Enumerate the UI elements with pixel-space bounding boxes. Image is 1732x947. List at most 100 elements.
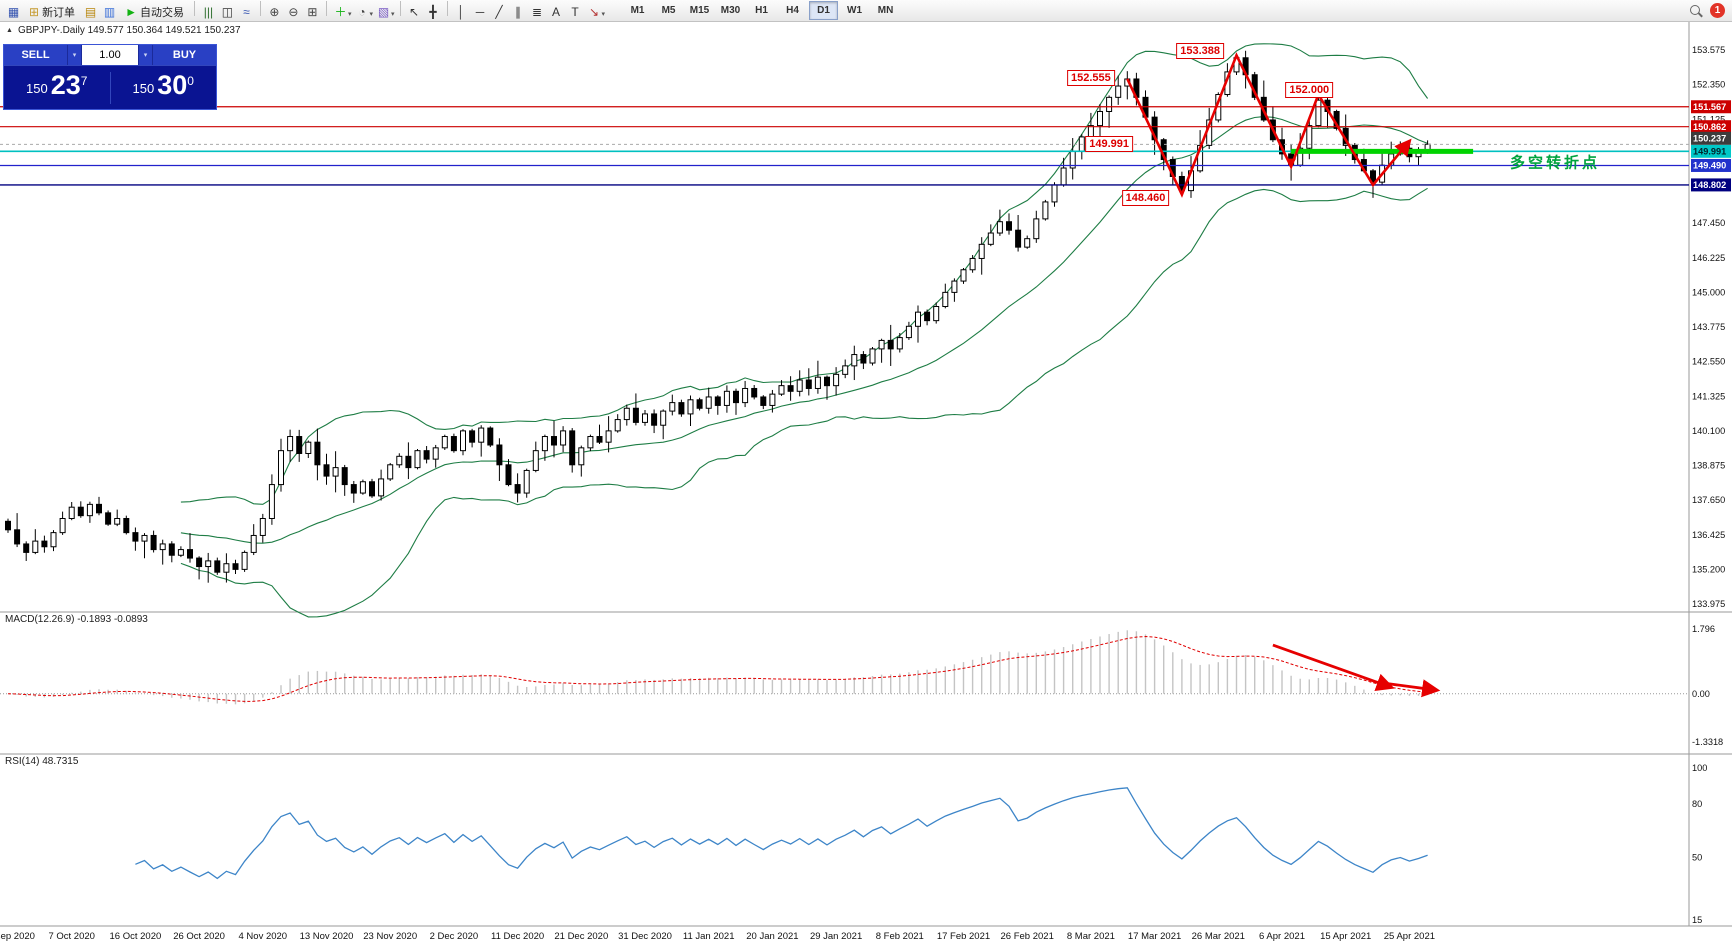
sell-button[interactable]: SELL: [4, 45, 67, 65]
timeframe-button-m1[interactable]: M1: [630, 5, 645, 16]
svg-text:8 Feb 2021: 8 Feb 2021: [876, 931, 924, 942]
sell-dropdown-caret[interactable]: ▾: [67, 45, 82, 65]
indicators-icon-caret[interactable]: ▾: [347, 10, 352, 18]
svg-text:2 Dec 2020: 2 Dec 2020: [430, 931, 479, 942]
svg-text:145.000: 145.000: [1692, 287, 1725, 297]
price-annotation-label[interactable]: 149.991: [1085, 135, 1133, 152]
svg-text:11 Jan 2021: 11 Jan 2021: [683, 931, 735, 942]
turning-point-note[interactable]: 多空转折点: [1509, 154, 1601, 172]
svg-text:29 Jan 2021: 29 Jan 2021: [810, 931, 862, 942]
timeframe-button-d1[interactable]: D1: [809, 1, 839, 20]
price-annotation-label[interactable]: 153.388: [1176, 42, 1224, 59]
label-icon[interactable]: T: [571, 4, 579, 19]
candlestick-chart-icon[interactable]: ◫: [221, 4, 234, 19]
auto-trading-button-icon: ►: [125, 4, 137, 19]
toolbar-right-group: 1: [1689, 3, 1728, 18]
svg-text:8 Mar 2021: 8 Mar 2021: [1067, 931, 1115, 942]
svg-text:133.975: 133.975: [1692, 599, 1725, 609]
macd-histogram: [16, 630, 1429, 705]
chart-window-icon[interactable]: ▦: [7, 4, 20, 19]
search-icon[interactable]: [1689, 4, 1703, 18]
main-toolbar: ▦ ⊞ 新订单 ▤ ▥ ► 自动交易 ||| ◫ ≈ ⊕ ⊖ ⊞ ＋ ▾ ◔ ▾ ▧ ▾ ↖ ╋ │ ─ ╱ ∥ ≣ A T ↘ ▾ M1…: [0, 0, 1732, 22]
rsi-panel: 100 80 50 15: [135, 763, 1707, 925]
toolbar-separator: [325, 0, 327, 16]
svg-text:152.350: 152.350: [1692, 80, 1725, 90]
volume-input[interactable]: [82, 45, 138, 65]
auto-trading-button[interactable]: ► 自动交易: [120, 3, 189, 21]
templates-icon[interactable]: ▧: [377, 4, 390, 19]
price-axis-badge: [1691, 158, 1731, 172]
arrows-icon-caret[interactable]: ▾: [601, 10, 606, 18]
horizontal-line-icon[interactable]: ─: [475, 4, 485, 19]
trend-zigzag-line: [1126, 52, 1412, 198]
sell-price-pips: 23: [50, 70, 81, 100]
new-order-button[interactable]: ⊞ 新订单: [24, 3, 80, 21]
toolbar-separator: [446, 0, 448, 16]
periods-icon-caret[interactable]: ▾: [369, 10, 373, 18]
macd-trend-arrow[interactable]: [1272, 643, 1395, 691]
bar-chart-icon[interactable]: |||: [203, 4, 214, 19]
cursor-icon[interactable]: ↖: [408, 4, 420, 19]
buy-button[interactable]: BUY: [153, 45, 216, 65]
svg-text:15: 15: [1692, 915, 1702, 925]
svg-text:147.450: 147.450: [1692, 218, 1725, 228]
zoom-out-icon[interactable]: ⊖: [288, 4, 299, 19]
collapse-arrow-icon[interactable]: ▲: [6, 27, 13, 34]
svg-text:146.225: 146.225: [1692, 253, 1725, 263]
magnifier-glass: [1690, 4, 1700, 15]
macd-trend-arrow[interactable]: [1381, 679, 1441, 698]
timeframe-button-w1[interactable]: W1: [847, 5, 863, 16]
toolbar-left-group: ▦ ⊞ 新订单 ▤ ▥ ► 自动交易 ||| ◫ ≈ ⊕ ⊖ ⊞ ＋ ▾ ◔ ▾ ▧ ▾ ↖ ╋ │ ─ ╱ ∥ ≣ A T ↘ ▾: [4, 0, 606, 21]
svg-text:140.100: 140.100: [1692, 426, 1725, 436]
svg-text:16 Oct 2020: 16 Oct 2020: [110, 931, 162, 942]
svg-text:21 Dec 2020: 21 Dec 2020: [554, 931, 608, 942]
text-icon[interactable]: A: [551, 4, 560, 19]
svg-text:153.575: 153.575: [1692, 45, 1725, 55]
arrows-icon[interactable]: ↘: [588, 4, 600, 19]
price-axis-badge: [1691, 100, 1731, 114]
trendline-icon[interactable]: ╱: [495, 4, 503, 19]
tile-windows-icon[interactable]: ⊞: [307, 4, 318, 19]
price-divider: [109, 71, 111, 104]
timeframe-button-m15[interactable]: M15: [689, 5, 710, 16]
toolbar-separator: [193, 0, 195, 16]
timeframe-button-mn[interactable]: MN: [877, 5, 894, 16]
notification-badge[interactable]: 1: [1710, 3, 1725, 18]
price-annotation-label[interactable]: 152.000: [1285, 82, 1334, 99]
chart-title: ▲ GBPJPY-.Daily 149.577 150.364 149.521 …: [6, 25, 241, 36]
timeframe-button-m30[interactable]: M30: [720, 5, 741, 16]
toolbar-separator: [399, 0, 401, 16]
zoom-in-icon[interactable]: ⊕: [269, 4, 280, 19]
svg-text:135.200: 135.200: [1692, 564, 1725, 574]
trend-annotations[interactable]: [1126, 52, 1474, 198]
price-annotation-label[interactable]: 148.460: [1121, 189, 1170, 206]
buy-price[interactable]: 150 30 0: [111, 72, 217, 103]
timeframe-button-h4[interactable]: H4: [786, 5, 799, 16]
sell-price[interactable]: 150 23 7: [4, 72, 110, 103]
horizontal-level-lines[interactable]: [0, 106, 1689, 186]
price-axis-badge: [1691, 131, 1731, 145]
vertical-line-icon[interactable]: │: [457, 4, 465, 19]
indicators-icon[interactable]: ＋: [334, 4, 347, 19]
timeframe-button-m5[interactable]: M5: [661, 5, 676, 16]
svg-text:20 Jan 2021: 20 Jan 2021: [746, 931, 798, 942]
periods-icon[interactable]: ◔: [358, 4, 366, 19]
macd-panel: 1.796 0.00 -1.3318: [0, 624, 1723, 747]
new-order-button-icon: ⊞: [29, 4, 40, 19]
line-chart-icon[interactable]: ≈: [243, 4, 250, 19]
svg-text:150.862: 150.862: [1693, 122, 1726, 132]
volume-dropdown-caret[interactable]: ▾: [138, 45, 153, 65]
fibonacci-icon[interactable]: ≣: [531, 4, 543, 19]
navigator-icon[interactable]: ▥: [103, 4, 116, 19]
market-watch-icon[interactable]: ▤: [84, 4, 97, 19]
auto-trading-button-label: 自动交易: [139, 6, 184, 19]
crosshair-icon[interactable]: ╋: [429, 4, 437, 19]
price-annotation-label[interactable]: 152.555: [1067, 69, 1115, 86]
timeframe-button-h1[interactable]: H1: [755, 5, 768, 16]
price-axis: 153.575 152.350 151.125 147.450 146.225 145.0…: [1691, 45, 1731, 609]
templates-icon-caret[interactable]: ▾: [390, 10, 395, 18]
channel-icon[interactable]: ∥: [515, 4, 521, 19]
new-order-button-label: 新订单: [42, 6, 76, 19]
